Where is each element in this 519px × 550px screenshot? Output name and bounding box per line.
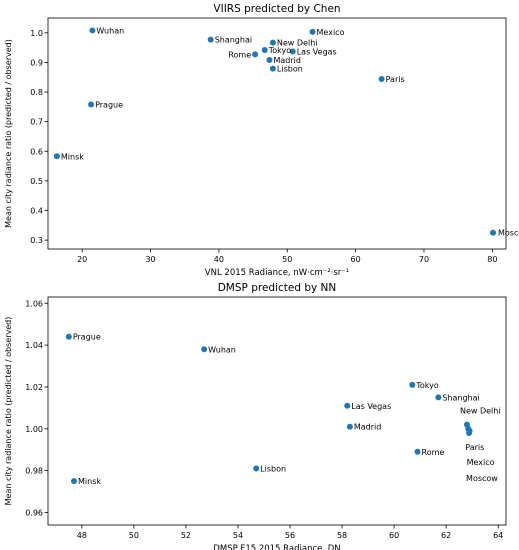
- y-tick-label: 1.00: [25, 425, 43, 434]
- data-point-wuhan: [89, 27, 96, 34]
- point-label: New Delhi: [460, 407, 501, 416]
- data-point-tokyo: [261, 46, 268, 53]
- data-point-minsk: [71, 478, 78, 485]
- data-point-moscow: [490, 229, 497, 236]
- x-tick-label: 60: [351, 255, 361, 264]
- y-tick-label: 1.06: [25, 299, 43, 308]
- y-tick-label: 0.98: [25, 467, 43, 476]
- x-tick-label: 56: [285, 531, 295, 540]
- point-label: Madrid: [273, 56, 300, 65]
- data-point-minsk: [53, 153, 60, 160]
- y-tick-label: 1.0: [30, 29, 43, 38]
- y-axis-label: Mean city radiance ratio (predicted / ob…: [4, 317, 13, 506]
- y-tick-label: 0.96: [25, 508, 43, 517]
- data-point-shanghai: [207, 36, 214, 43]
- point-label: Wuhan: [96, 26, 124, 35]
- point-label: Lisbon: [277, 65, 303, 74]
- x-tick-label: 54: [233, 531, 243, 540]
- point-label: Minsk: [61, 152, 84, 161]
- point-label: Mexico: [467, 458, 495, 467]
- y-tick-label: 1.04: [25, 341, 43, 350]
- chart-title: VIIRS predicted by Chen: [213, 3, 340, 15]
- x-tick-label: 60: [389, 531, 399, 540]
- point-label: Tokyo: [415, 381, 439, 390]
- y-tick-label: 0.6: [30, 147, 43, 156]
- y-axis-label: Mean city radiance ratio (predicted / ob…: [4, 39, 13, 228]
- data-point-mexico: [309, 28, 316, 35]
- point-label: Las Vegas: [297, 47, 337, 56]
- data-point-shanghai: [435, 394, 442, 401]
- x-tick-label: 70: [419, 255, 429, 264]
- x-tick-label: 52: [181, 531, 191, 540]
- data-point-prague: [88, 101, 95, 108]
- plot-frame: [47, 296, 507, 526]
- x-tick-label: 48: [77, 531, 87, 540]
- x-tick-label: 62: [441, 531, 451, 540]
- y-tick-label: 0.3: [30, 236, 43, 245]
- point-label: Paris: [465, 443, 484, 452]
- y-tick-label: 0.9: [30, 58, 43, 67]
- x-tick-label: 80: [487, 255, 497, 264]
- data-point-las-vegas: [344, 402, 351, 409]
- y-tick-label: 0.8: [30, 88, 43, 97]
- data-point-las-vegas: [289, 48, 296, 55]
- y-tick-label: 0.7: [30, 118, 43, 127]
- chart-viirs-predicted-by-chen: VIIRS predicted by Chen 20 30 40 50 60 70 80 0.3…: [4, 3, 519, 278]
- point-label: Rome: [228, 50, 251, 59]
- x-tick-label: 58: [337, 531, 347, 540]
- chart-dmsp-predicted-by-nn: DMSP predicted by NN 48 50 52 54 56 58 60 62 64 0.…: [4, 282, 507, 550]
- point-label: Moscow: [498, 229, 519, 238]
- data-point-madrid: [346, 423, 353, 430]
- point-label: Wuhan: [208, 345, 236, 354]
- point-label: Madrid: [354, 423, 381, 432]
- x-tick-label: 50: [282, 255, 292, 264]
- x-axis-label: VNL 2015 Radiance, nW·cm⁻²·sr⁻¹: [205, 268, 349, 278]
- point-label: Prague: [73, 333, 101, 342]
- point-label: Shanghai: [442, 393, 479, 402]
- data-point-prague: [65, 333, 72, 340]
- point-label: Tokyo: [268, 46, 292, 55]
- data-point-rome: [414, 448, 421, 455]
- data-point-madrid: [266, 57, 273, 64]
- point-label: Moscow: [466, 474, 498, 483]
- point-label: Rome: [422, 448, 445, 457]
- point-label: Las Vegas: [351, 402, 391, 411]
- point-label: New Delhi: [277, 39, 318, 48]
- data-point-rome: [252, 51, 259, 58]
- plot-frame: [47, 17, 507, 250]
- point-label: Lisbon: [260, 465, 286, 474]
- x-tick-label: 50: [129, 531, 139, 540]
- data-point-lisbon: [253, 465, 260, 472]
- x-axis-label: DMSP F15 2015 Radiance, DN: [213, 544, 340, 550]
- data-point-wuhan: [201, 346, 208, 353]
- x-tick-label: 40: [214, 255, 224, 264]
- point-label: Shanghai: [215, 36, 252, 45]
- chart-title: DMSP predicted by NN: [218, 282, 337, 294]
- point-label: Minsk: [78, 477, 101, 486]
- y-tick-label: 0.4: [30, 207, 43, 216]
- x-tick-label: 30: [145, 255, 155, 264]
- x-tick-label: 64: [493, 531, 503, 540]
- x-tick-label: 20: [77, 255, 87, 264]
- data-point-paris: [378, 76, 385, 83]
- data-point-new-delhi: [269, 39, 276, 46]
- y-tick-label: 1.02: [25, 383, 43, 392]
- point-label: Paris: [386, 75, 405, 84]
- y-tick-label: 0.5: [30, 177, 43, 186]
- point-label: Prague: [95, 100, 123, 109]
- data-point-tokyo: [409, 381, 416, 388]
- data-point-moscow: [466, 429, 473, 436]
- point-label: Mexico: [317, 28, 345, 37]
- data-point-lisbon: [269, 65, 276, 72]
